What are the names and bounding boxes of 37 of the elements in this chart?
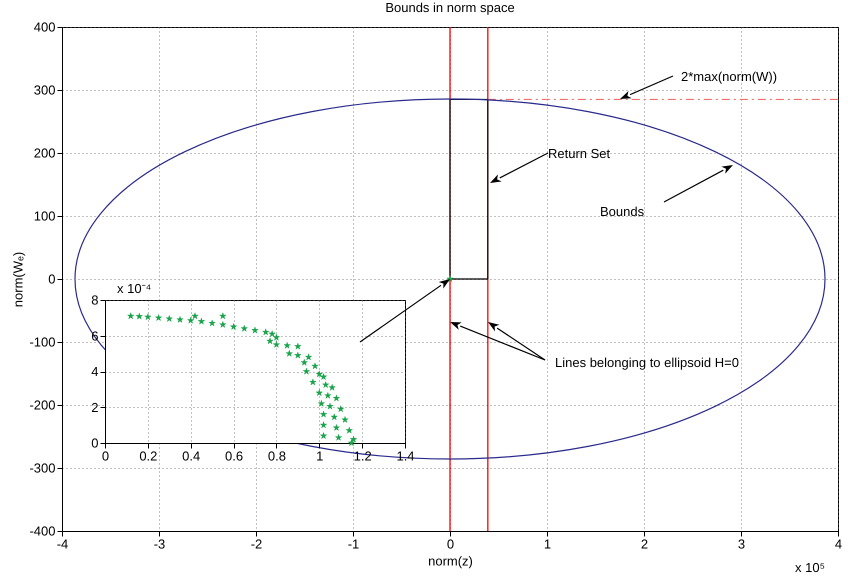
x-tick-label: 2: [640, 536, 648, 552]
x-tick-label: 0.2: [139, 448, 158, 464]
x-tick-label: 4: [834, 536, 842, 552]
y-tick-label: 200: [34, 146, 56, 160]
x-tick-label: 0.8: [268, 448, 286, 464]
x-tick-label: -4: [56, 536, 68, 552]
annotation: Lines belonging to ellipsoid H=0: [555, 355, 739, 370]
y-tick-label: -200: [29, 398, 56, 412]
y-tick-label: 0: [48, 272, 56, 286]
annotation: 2*max(norm(W)): [681, 69, 778, 84]
annotation: Return Set: [548, 146, 611, 161]
annotation: Bounds: [600, 204, 645, 219]
y-tick-label: 400: [34, 20, 56, 34]
y-tick-label: 8: [91, 292, 98, 308]
y-tick-label: 300: [34, 82, 56, 98]
x-tick-label: -1: [348, 536, 360, 552]
chart-title: Bounds in norm space: [385, 0, 515, 15]
y-tick-label: 4: [91, 364, 98, 379]
y-tick-label: 0: [91, 436, 98, 450]
y-tick-label: -100: [29, 334, 56, 350]
x-tick-label: 1: [544, 536, 552, 552]
y-tick-label: -300: [29, 460, 56, 476]
x-axis-title: norm(z): [428, 554, 473, 568]
text: x 10⁵: [795, 560, 825, 575]
x-tick-label: -2: [250, 536, 262, 552]
x-tick-label: 3: [738, 536, 746, 552]
x-tick-label: 0: [102, 448, 110, 464]
annotation: x 10⁻⁴: [117, 281, 152, 296]
x-tick-label: 0.4: [182, 448, 200, 464]
y-tick-label: 2: [91, 400, 98, 415]
x-tick-label: 0: [446, 536, 454, 552]
y-axis-title: norm(Wₑ): [10, 252, 26, 308]
x-tick-label: 0.6: [225, 448, 244, 464]
y-tick-label: 100: [34, 208, 56, 224]
x-tick-label: 1: [316, 448, 324, 464]
y-tick-label: -400: [29, 524, 56, 538]
x-tick-label: -3: [154, 536, 166, 552]
